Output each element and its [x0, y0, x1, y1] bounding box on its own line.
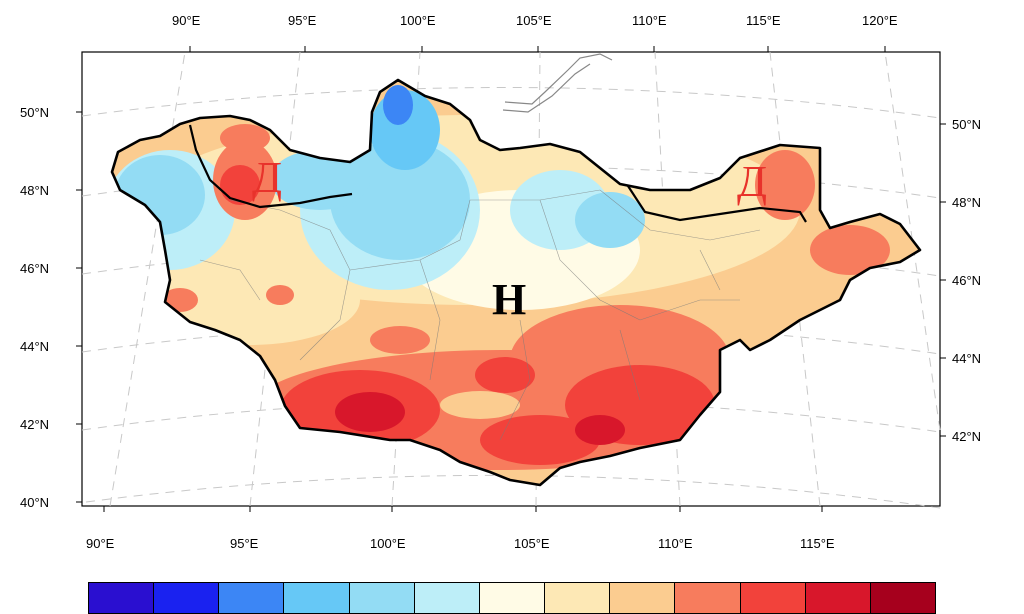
top-lon-label: 105°E: [516, 13, 552, 28]
right-lat-labels: 50°N 48°N 46°N 44°N 42°N: [952, 117, 981, 444]
top-lon-label: 90°E: [172, 13, 201, 28]
colorbar: [88, 582, 936, 614]
left-lat-label: 44°N: [20, 339, 49, 354]
colorbar-swatch: [414, 583, 480, 613]
right-lat-label: 46°N: [952, 273, 981, 288]
colorbar-swatch: [675, 583, 741, 613]
left-lat-labels: 50°N 48°N 46°N 44°N 42°N 40°N: [20, 105, 49, 510]
top-lon-label: 100°E: [400, 13, 436, 28]
map-canvas: Д Д Н 90°E 95°E 100°E 105°E 110°E 115°E …: [20, 13, 981, 551]
left-lat-label: 50°N: [20, 105, 49, 120]
province-borders: [199, 189, 761, 441]
top-lon-label: 110°E: [632, 13, 667, 28]
contour-east: [627, 185, 807, 223]
left-lat-label: 42°N: [20, 417, 49, 432]
bottom-lon-label: 100°E: [370, 536, 406, 551]
bottom-lon-label: 95°E: [230, 536, 259, 551]
frame-ticks: [76, 46, 946, 512]
border-fragment: [502, 53, 613, 113]
colorbar-swatch: [219, 583, 285, 613]
colorbar-swatch: [89, 583, 155, 613]
colorbar-swatch: [610, 583, 676, 613]
left-lat-label: 48°N: [20, 183, 49, 198]
contour-west: [188, 124, 353, 209]
top-lon-label: 115°E: [746, 13, 781, 28]
colorbar-swatch: [349, 583, 415, 613]
right-lat-label: 42°N: [952, 429, 981, 444]
colorbar-swatch: [545, 583, 611, 613]
colorbar-swatch: [805, 583, 871, 613]
colorbar-swatch: [870, 583, 936, 613]
bottom-lon-label: 90°E: [86, 536, 115, 551]
colorbar-swatch: [740, 583, 806, 613]
bottom-lon-label: 105°E: [514, 536, 550, 551]
top-lon-label: 95°E: [288, 13, 317, 28]
bottom-lon-label: 115°E: [800, 536, 835, 551]
top-lon-labels: 90°E 95°E 100°E 105°E 110°E 115°E 120°E: [172, 13, 898, 28]
left-lat-label: 40°N: [20, 495, 49, 510]
mongolia-outline: [110, 78, 922, 487]
left-lat-label: 46°N: [20, 261, 49, 276]
bottom-lon-labels: 90°E 95°E 100°E 105°E 110°E 115°E: [86, 536, 835, 551]
right-lat-label: 44°N: [952, 351, 981, 366]
right-lat-label: 48°N: [952, 195, 981, 210]
colorbar-swatch: [154, 583, 220, 613]
colorbar-swatch: [284, 583, 350, 613]
bottom-lon-label: 110°E: [658, 536, 693, 551]
colorbar-swatch: [479, 583, 546, 613]
top-lon-label: 120°E: [862, 13, 898, 28]
region-label-d-east: Д: [737, 157, 767, 206]
region-label-d-west: Д: [252, 153, 282, 202]
region-label-h-center: Н: [492, 275, 526, 324]
right-lat-label: 50°N: [952, 117, 981, 132]
